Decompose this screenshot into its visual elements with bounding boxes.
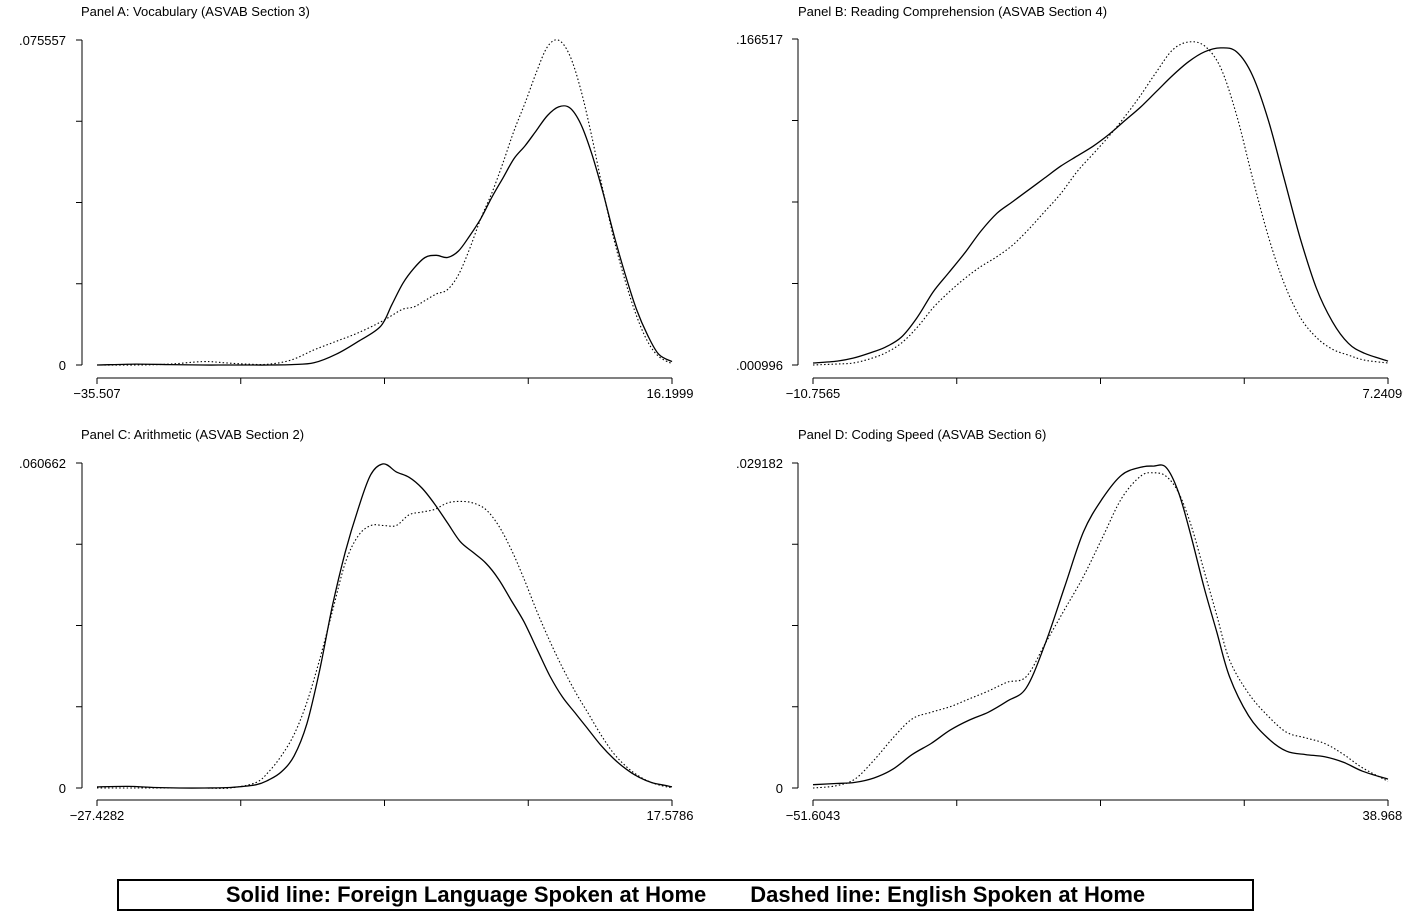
x-tick-label-max: 38.9687 [1363,808,1403,823]
x-tick-label-max: 7.24099 [1363,386,1403,401]
panel-b: Panel B: Reading Comprehension (ASVAB Se… [736,4,1403,401]
series-solid-line [96,463,673,789]
series-dotted-line [97,500,673,789]
series-solid-line [812,464,1389,786]
series-solid-line [812,47,1389,364]
x-tick-label-max: 16.1999 [647,386,694,401]
y-tick-label-max: .060662 [19,456,66,471]
y-tick-label-max: .075557 [19,33,66,48]
series-dotted-line [812,41,1389,366]
x-tick-label-min: −10.7565 [786,386,841,401]
x-tick-label-min: −35.507 [73,386,120,401]
legend-solid-label: Solid line: Foreign Language Spoken at H… [225,882,707,907]
panel-a: Panel A: Vocabulary (ASVAB Section 3) 0 .0… [19,4,694,401]
x-tick-label-min: −51.6043 [786,808,841,823]
series-dotted-line [96,39,673,366]
panel-d-title: Panel D: Coding Speed (ASVAB Section 6) [798,427,1046,442]
x-tick-label-max: 17.5786 [647,808,694,823]
y-tick-label-max: .029182 [736,456,783,471]
y-tick-label-min: 0 [59,781,66,796]
panel-a-title: Panel A: Vocabulary (ASVAB Section 3) [81,4,310,19]
series-solid-line [96,105,673,366]
panel-c-title: Panel C: Arithmetic (ASVAB Section 2) [81,427,304,442]
panel-b-title: Panel B: Reading Comprehension (ASVAB Se… [798,4,1107,19]
panel-c: Panel C: Arithmetic (ASVAB Section 2) 0 .0… [19,427,694,823]
legend: Solid line: Foreign Language Spoken at H… [117,879,1254,911]
y-tick-label-min: 0 [776,781,783,796]
y-tick-label-min: 0 [59,358,66,373]
panel-d: Panel D: Coding Speed (ASVAB Section 6) 0… [736,427,1403,823]
series-dotted-line [812,472,1389,789]
y-tick-label-min: .000996 [736,358,783,373]
y-tick-label-max: .166517 [736,32,783,47]
legend-dashed-label: Dashed line: English Spoken at Home [750,882,1146,907]
x-tick-label-min: −27.4282 [70,808,125,823]
